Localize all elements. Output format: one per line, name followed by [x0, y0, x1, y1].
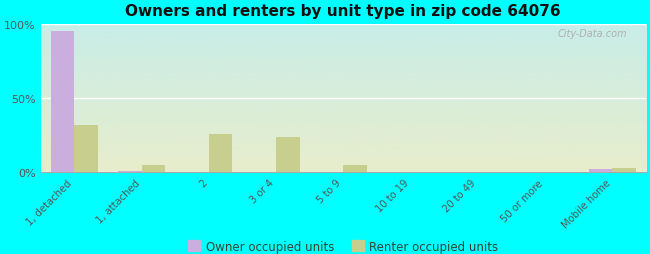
Title: Owners and renters by unit type in zip code 64076: Owners and renters by unit type in zip c… — [125, 4, 561, 19]
Bar — [209, 134, 232, 173]
Bar — [612, 168, 636, 173]
Bar — [74, 125, 98, 173]
Bar — [142, 165, 165, 173]
Bar — [118, 171, 142, 173]
Bar — [276, 137, 300, 173]
Bar — [343, 165, 367, 173]
Bar — [589, 170, 612, 173]
Bar — [51, 32, 74, 173]
Legend: Owner occupied units, Renter occupied units: Owner occupied units, Renter occupied un… — [183, 235, 503, 254]
Text: City-Data.com: City-Data.com — [558, 29, 628, 39]
